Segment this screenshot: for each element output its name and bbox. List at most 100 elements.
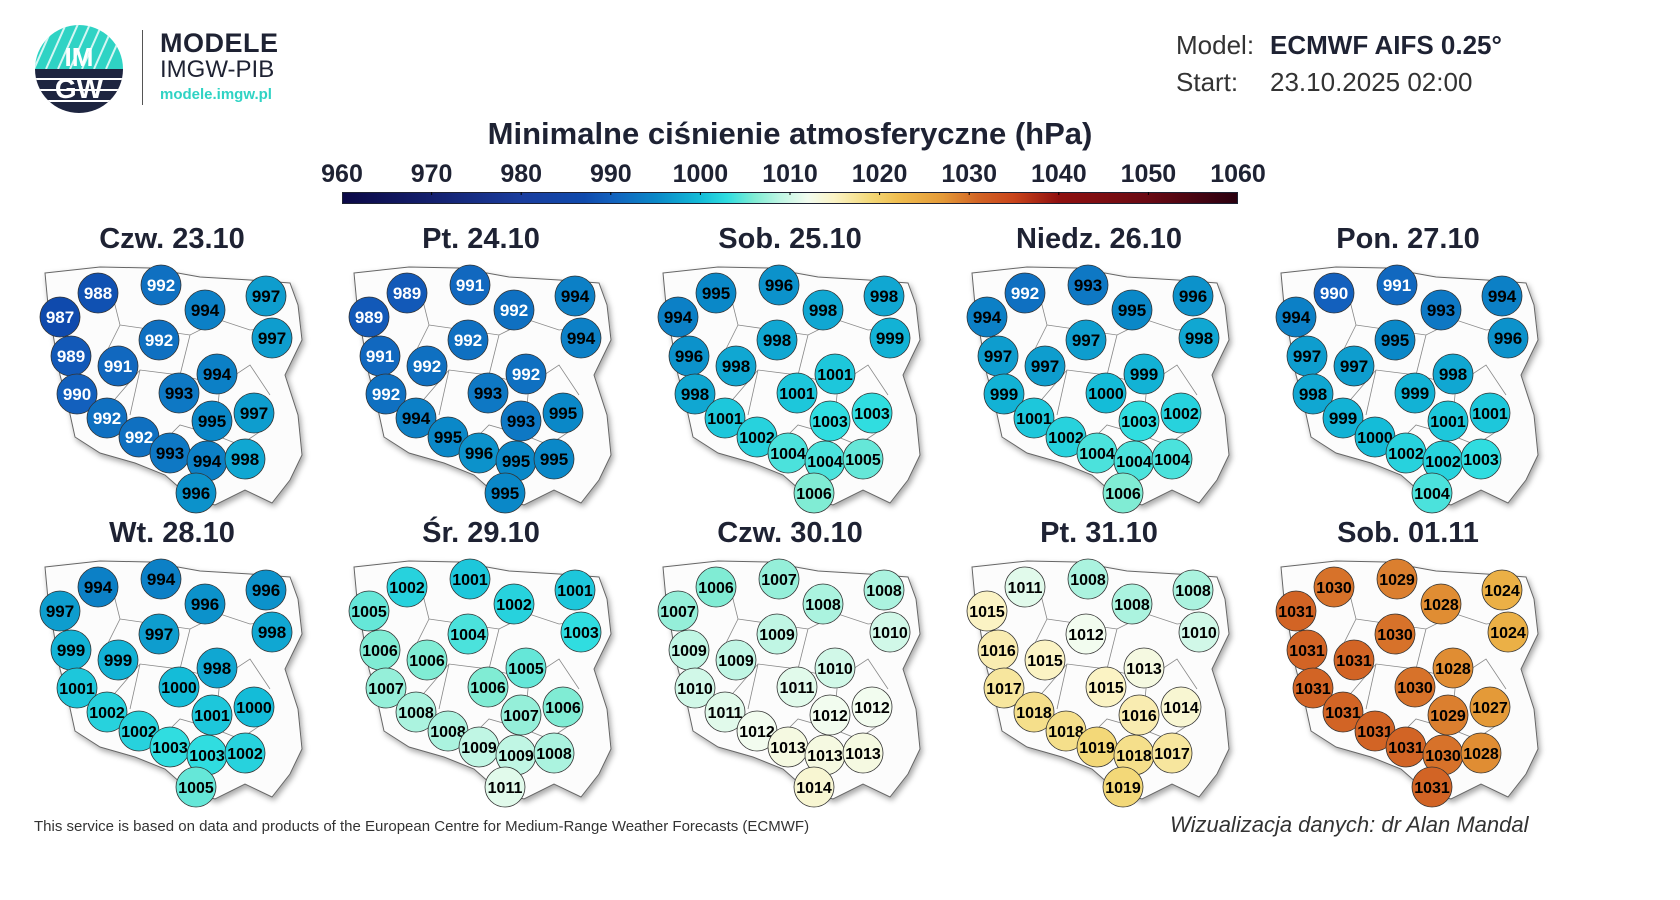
station-value-label: 991 [1383,276,1411,295]
station-marker [533,438,575,480]
station-marker [1420,289,1462,331]
station-marker [39,296,81,338]
station-value-label: 1018 [1116,748,1152,765]
station-value-label: 992 [454,331,482,350]
station-value-label: 996 [675,347,703,366]
station-marker [1085,666,1127,708]
station-value-label: 989 [355,308,383,327]
station-value-label: 1017 [986,681,1022,698]
station-value-label: 1005 [351,604,387,621]
chart-title: Minimalne ciśnienie atmosferyczne (hPa) [487,116,1093,151]
brand-url-link[interactable]: modele.imgw.pl [160,86,272,103]
station-value-label: 1009 [671,643,707,660]
station-marker [1292,373,1334,415]
station-value-label: 996 [1494,329,1522,348]
station-marker [97,345,139,387]
station-marker [1460,438,1502,480]
station-marker [715,639,757,681]
station-marker [1469,392,1511,434]
ecmwf-attribution: This service is based on data and produc… [34,818,810,835]
station-value-label: 1031 [1336,653,1372,670]
station-value-label: 1019 [1079,740,1115,757]
station-value-label: 1001 [779,386,815,403]
station-value-label: 993 [1427,301,1455,320]
station-marker [1067,264,1109,306]
station-marker [809,694,851,736]
model-label: Model: [1176,30,1255,60]
station-value-label: 1010 [677,681,713,698]
station-value-label: 994 [973,308,1002,327]
station-marker [1322,397,1364,439]
station-value-label: 997 [1072,331,1100,350]
station-value-label: 1029 [1379,572,1415,589]
station-value-label: 995 [702,284,730,303]
colorbar-tick-label: 990 [589,160,632,188]
station-marker [776,372,818,414]
station-value-label: 1003 [1121,414,1157,431]
station-value-label: 991 [366,347,394,366]
station-marker [1013,397,1055,439]
station-value-label: 997 [240,404,268,423]
station-marker [869,317,911,359]
station-value-label: 1003 [563,625,599,642]
station-value-label: 1003 [152,740,188,757]
station-value-label: 989 [393,284,421,303]
station-value-label: 994 [84,578,113,597]
station-marker [233,392,275,434]
station-value-label: 999 [104,651,132,670]
station-marker [560,317,602,359]
panel-title: Wt. 28.10 [109,517,235,549]
station-marker [245,275,287,317]
station-marker [493,289,535,331]
station-value-label: 1012 [739,724,775,741]
station-value-label: 1031 [1278,604,1314,621]
station-value-label: 1017 [1154,746,1190,763]
station-value-label: 1005 [508,661,544,678]
visualization-credit: Wizualizacja danych: dr Alan Mandal [1170,812,1529,837]
station-value-label: 997 [252,287,280,306]
station-value-label: 990 [1320,284,1348,303]
station-value-label: 1012 [854,700,890,717]
station-marker [86,691,128,733]
station-marker [554,275,596,317]
poland-map-panel: 994 994 996 996 997 997 998 999 999 998 1000 1001 10… [39,558,303,808]
station-value-label: 1002 [496,597,532,614]
station-marker [447,613,489,655]
station-marker [395,691,437,733]
station-value-label: 994 [203,365,232,384]
poland-map-panel: 992 993 995 996 994 997 998 997 997 999 1000 999 100… [966,264,1230,514]
station-value-label: 994 [1488,287,1517,306]
station-value-label: 992 [1011,284,1039,303]
station-value-label: 992 [147,276,175,295]
station-value-label: 1027 [1472,700,1508,717]
station-marker [175,472,217,514]
station-value-label: 1031 [1414,780,1450,797]
station-value-label: 1002 [89,705,125,722]
station-value-label: 992 [500,301,528,320]
station-value-label: 1001 [59,681,95,698]
station-marker [140,264,182,306]
station-marker [869,611,911,653]
station-marker [484,472,526,514]
station-value-label: 996 [1179,287,1207,306]
station-value-label: 1008 [1070,572,1106,589]
station-marker [395,397,437,439]
station-value-label: 1009 [461,740,497,757]
station-marker [704,691,746,733]
station-marker [966,590,1008,632]
station-marker [695,566,737,608]
station-marker [1487,611,1529,653]
station-value-label: 1002 [739,430,775,447]
station-marker [97,639,139,681]
station-marker [500,694,542,736]
station-value-label: 1009 [718,653,754,670]
station-marker [983,667,1025,709]
station-value-label: 1003 [1463,452,1499,469]
station-value-label: 1003 [812,414,848,431]
station-marker [1313,272,1355,314]
station-marker [1394,372,1436,414]
svg-text:IM: IM [65,42,94,72]
